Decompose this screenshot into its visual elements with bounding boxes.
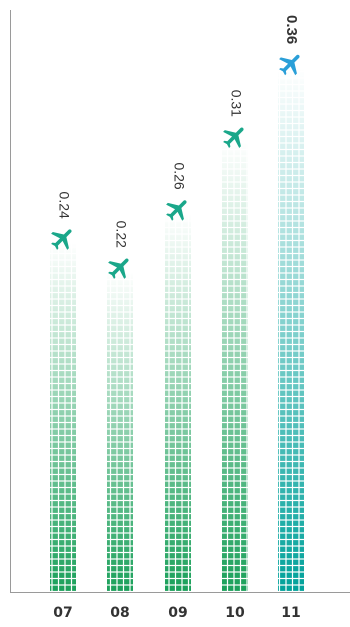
airplane-icon [51,229,72,250]
bars-group [50,68,304,593]
data-label-09: 0.26 [171,162,187,189]
x-tick-label-11: 11 [281,605,300,621]
plane-icons-group [51,54,300,279]
data-label-08: 0.22 [113,221,129,248]
data-label-10: 0.31 [228,90,244,117]
bar-grid-overlay [107,271,133,592]
x-tick-label-08: 08 [110,605,129,621]
data-labels-group: 0.24 0.22 0.26 0.31 0.36 [56,15,300,248]
airplane-icon [166,200,187,221]
airplane-icon [108,258,129,279]
data-label-11: 0.36 [283,15,300,44]
x-tick-labels-group: 07 08 09 10 11 [53,605,300,621]
bar-grid-overlay [50,242,76,593]
data-label-07: 0.24 [56,192,72,219]
x-tick-label-10: 10 [225,605,245,621]
bar-grid-overlay [165,213,191,592]
airplane-icon [223,127,244,148]
bar-grid-overlay [222,140,248,592]
x-tick-label-07: 07 [53,605,72,621]
airplane-icon [279,54,300,76]
bar-grid-overlay [278,68,304,592]
x-tick-label-09: 09 [168,605,187,621]
